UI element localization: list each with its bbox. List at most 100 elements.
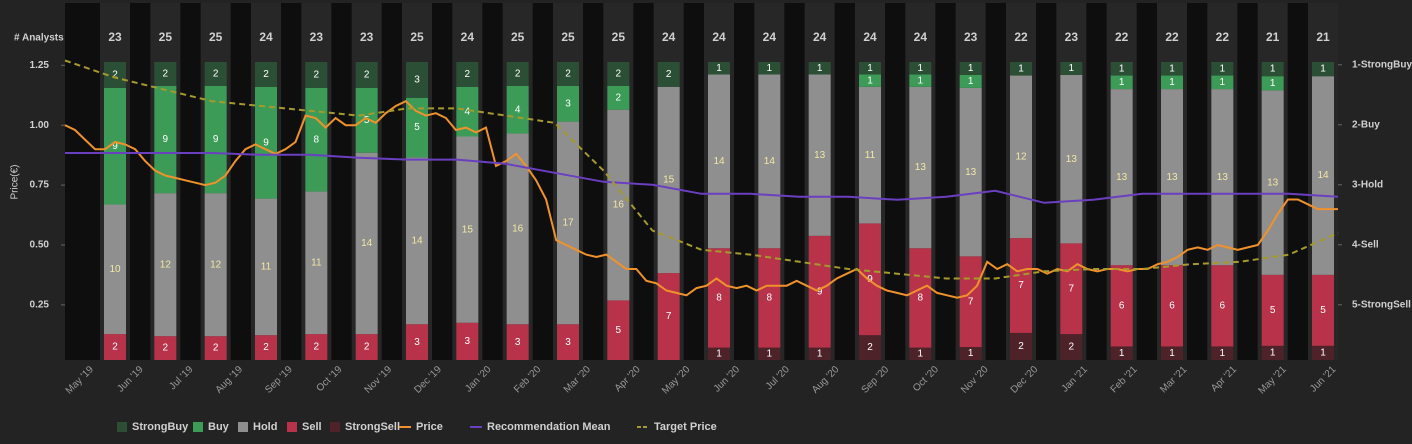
segment-label: 2: [515, 69, 521, 80]
segment-label: 17: [562, 218, 574, 229]
bar-segment: [1010, 238, 1032, 333]
segment-label: 13: [1166, 172, 1178, 183]
bar-segment: [154, 193, 177, 337]
bar-segment: [557, 62, 579, 86]
segment-label: 4: [465, 106, 471, 117]
bar-segment: [607, 62, 630, 86]
bar-segment: [1060, 334, 1083, 360]
x-tick-label: Sep '20: [860, 364, 892, 396]
segment-label: 15: [462, 224, 474, 235]
segment-label: 10: [109, 264, 121, 275]
segment-label: 1: [1169, 348, 1175, 359]
bar-segment: [1211, 265, 1234, 347]
bar-segment: [959, 62, 982, 75]
segment-label: 2: [465, 69, 471, 80]
bar-segment: [104, 87, 126, 205]
bar-segment: [1010, 332, 1032, 360]
y-tick-label: 1.25: [30, 60, 50, 71]
line-series: [64, 99, 1338, 299]
bar-segment: [708, 248, 730, 348]
segment-label: 6: [1220, 300, 1226, 311]
analyst-count: 22: [1216, 30, 1230, 44]
segment-label: 1: [1069, 63, 1075, 74]
segment-label: 2: [616, 92, 622, 103]
segment-label: 1: [968, 348, 974, 359]
segment-label: 2: [213, 343, 219, 354]
segment-label: 1: [716, 63, 722, 74]
x-tick-label: Nov '19: [363, 364, 395, 396]
bar-segment: [1312, 274, 1334, 346]
bar-segment: [1110, 346, 1133, 360]
bar-segment: [305, 62, 328, 88]
segment-label: 16: [613, 200, 625, 211]
segment-label: 2: [112, 70, 118, 81]
bar-segment: [708, 62, 730, 75]
bar-segment: [204, 85, 227, 194]
segment-label: 8: [716, 293, 722, 304]
y-tick-label: 0.50: [30, 240, 50, 251]
bar-segment: [1211, 62, 1234, 76]
bar-segment: [909, 86, 932, 249]
segment-label: 1: [968, 63, 974, 74]
segment-label: 1: [1220, 348, 1226, 359]
analyst-count: 25: [159, 30, 173, 44]
segment-label: 2: [263, 342, 269, 353]
bar-segment: [859, 335, 881, 360]
segment-label: 1: [1169, 63, 1175, 74]
bar-segment: [1060, 243, 1083, 335]
segment-label: 1: [1270, 64, 1276, 75]
legend-label: Buy: [208, 421, 230, 433]
analyst-count: 24: [914, 30, 928, 44]
segment-label: 1: [1119, 63, 1125, 74]
x-tick-label: Oct '20: [911, 364, 941, 394]
x-tick-label: Aug '19: [214, 364, 246, 396]
x-tick-label: May '19: [64, 364, 97, 397]
bar-segment: [708, 74, 730, 249]
bar-segment: [154, 336, 177, 360]
segment-label: 1: [716, 348, 722, 359]
y2-tick-label: 5-StrongSell: [1352, 299, 1411, 310]
segment-label: 2: [364, 342, 370, 353]
segment-label: 1: [918, 348, 924, 359]
segment-label: 2: [867, 342, 873, 353]
segment-label: 6: [1119, 300, 1125, 311]
bar-segment: [1110, 265, 1133, 347]
segment-label: 2: [1069, 342, 1075, 353]
segment-label: 1: [918, 75, 924, 86]
analyst-count: 22: [1165, 30, 1179, 44]
bar-segment: [808, 347, 831, 360]
segment-label: 14: [1317, 170, 1329, 181]
analyst-count: 25: [561, 30, 575, 44]
x-tick-label: Oct '19: [315, 364, 345, 394]
segment-label: 1: [1220, 77, 1226, 88]
legend-swatch: [287, 422, 297, 432]
x-tick-label: Dec '20: [1009, 364, 1041, 396]
bar-segment: [607, 85, 630, 110]
bar-segment: [859, 223, 881, 336]
segment-label: 12: [1015, 151, 1027, 162]
bar-segment: [808, 62, 831, 75]
segment-label: 8: [918, 293, 924, 304]
x-tick-label: Jul '19: [167, 364, 195, 392]
segment-label: 14: [764, 156, 776, 167]
segment-label: 9: [213, 134, 219, 145]
segment-label: 3: [565, 98, 571, 109]
analyst-count: 24: [662, 30, 676, 44]
segment-label: 2: [314, 70, 320, 81]
segment-label: 2: [616, 69, 622, 80]
legend-label: Sell: [302, 421, 322, 433]
y-axis-title: Price(€): [10, 164, 21, 199]
analysts-label: # Analysts: [14, 33, 64, 44]
bar-segment: [355, 152, 378, 335]
segment-label: 12: [210, 259, 222, 270]
segment-label: 1: [1119, 77, 1125, 88]
bar-segment: [1312, 345, 1334, 360]
bar-segment: [808, 74, 831, 236]
bar-segment: [204, 62, 227, 86]
segment-label: 14: [411, 235, 423, 246]
segment-label: 14: [713, 156, 725, 167]
analyst-count: 24: [813, 30, 827, 44]
x-tick-label: Feb '20: [512, 364, 543, 395]
bar-segment: [607, 300, 630, 360]
bar-segment: [557, 324, 579, 360]
